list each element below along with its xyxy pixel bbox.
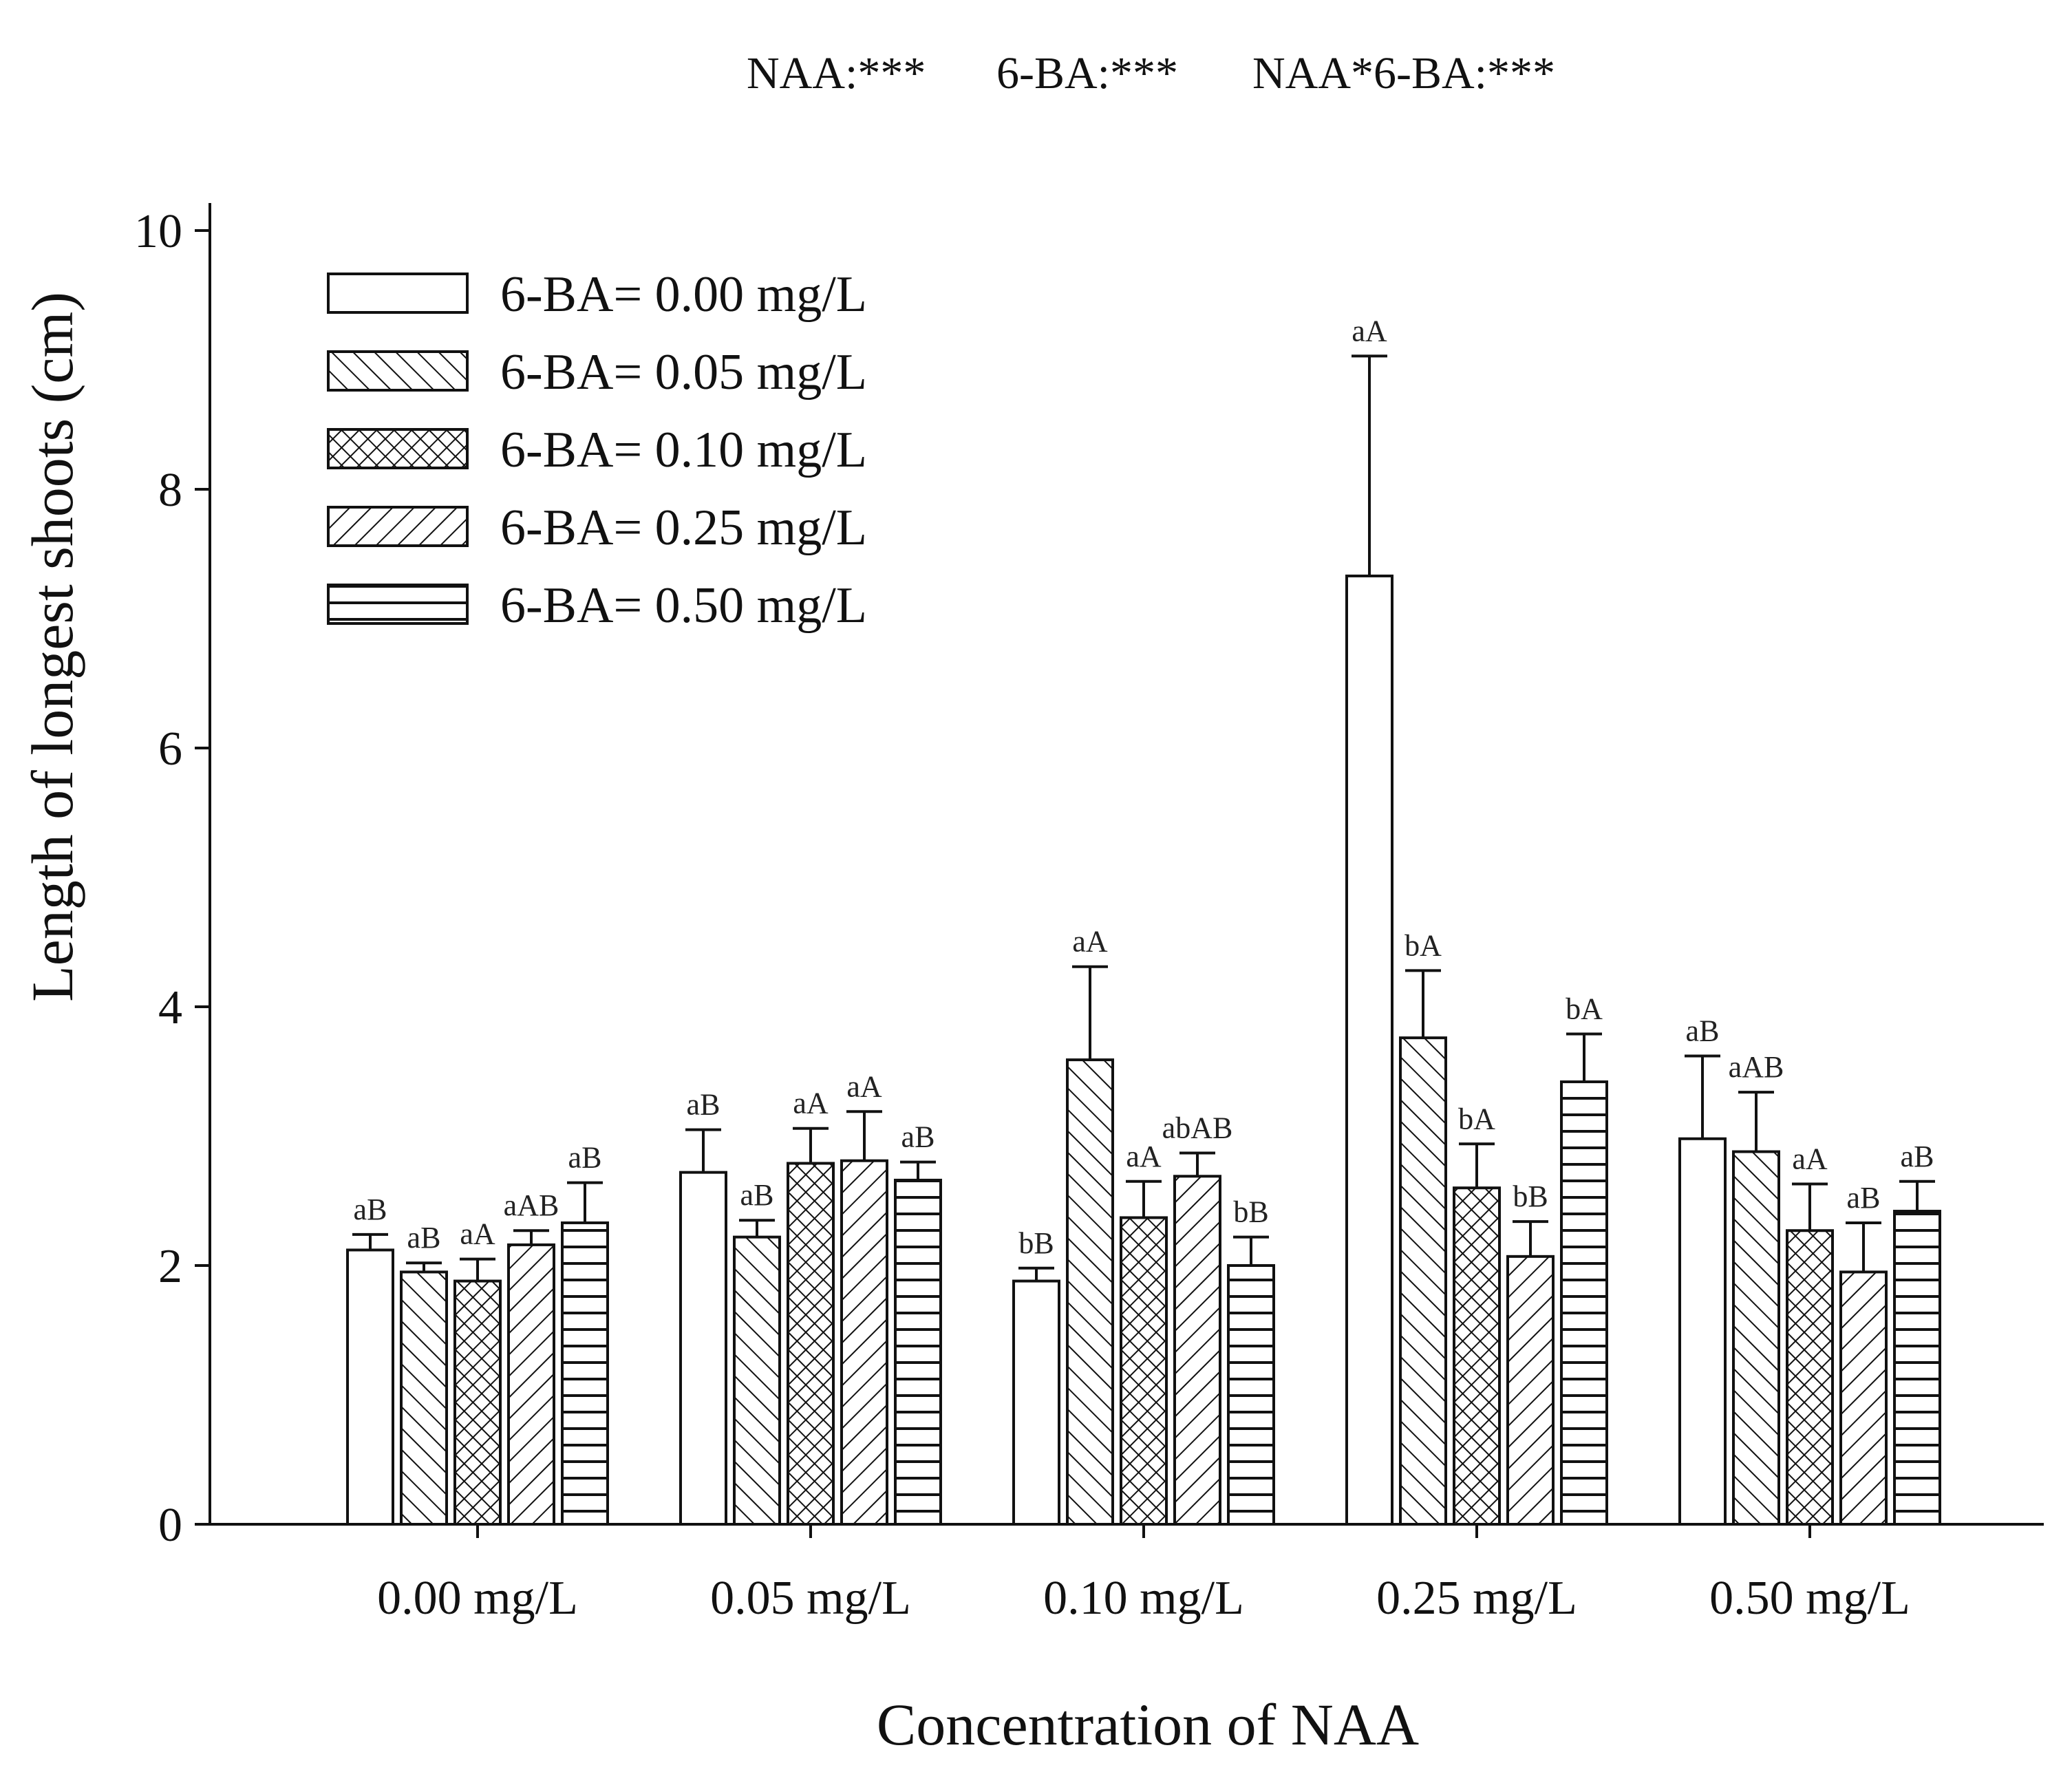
bar-letter-label: aB xyxy=(1847,1181,1881,1215)
legend-swatch xyxy=(327,506,469,547)
bar xyxy=(1227,1264,1275,1526)
x-tick-label: 0.00 mg/L xyxy=(377,1572,578,1625)
stats-6ba: 6-BA:*** xyxy=(996,48,1178,98)
y-tick-label: 10 xyxy=(134,205,182,258)
bar-letter-label: aB xyxy=(354,1193,387,1226)
legend-swatch xyxy=(327,428,469,469)
legend-label: 6-BA= 0.00 mg/L xyxy=(500,266,867,323)
bar xyxy=(1399,1036,1447,1526)
bar xyxy=(1506,1255,1555,1526)
bar-letter-label: aA xyxy=(793,1087,829,1120)
bars xyxy=(346,574,1941,1526)
x-ticks: 0.00 mg/L 0.05 mg/L 0.10 mg/L 0.25 mg/L 0.50… xyxy=(377,1524,1910,1625)
bar-letter-label: aAB xyxy=(1729,1050,1784,1084)
bar-letter-label: aA xyxy=(460,1217,495,1251)
bar xyxy=(1345,574,1393,1526)
y-tick-label: 0 xyxy=(158,1499,182,1552)
bar-letter-label: aA xyxy=(1792,1142,1828,1176)
bar-letter-label: aB xyxy=(1686,1014,1720,1047)
bar xyxy=(1732,1150,1780,1526)
stats-naa: NAA:*** xyxy=(747,48,926,98)
bar-letter-label: aB xyxy=(740,1178,774,1212)
bar xyxy=(346,1248,394,1526)
stats-interaction: NAA*6-BA:*** xyxy=(1252,48,1555,98)
x-tick-label: 0.10 mg/L xyxy=(1043,1572,1244,1625)
bar xyxy=(1786,1229,1834,1526)
bar-letter-label: aAB xyxy=(504,1188,559,1222)
x-tick-label: 0.25 mg/L xyxy=(1376,1572,1577,1625)
bar-letter-label: aA xyxy=(846,1069,882,1103)
bar xyxy=(1893,1210,1941,1526)
error-bars xyxy=(352,354,1935,1281)
bar xyxy=(1012,1279,1060,1526)
bar xyxy=(1066,1058,1114,1526)
bar xyxy=(1678,1137,1727,1526)
bar-letter-label: aB xyxy=(1901,1140,1934,1173)
y-ticks: 0 2 4 6 8 10 xyxy=(134,205,210,1552)
bar xyxy=(1839,1270,1888,1526)
bar xyxy=(1120,1216,1168,1526)
x-tick-label: 0.05 mg/L xyxy=(710,1572,911,1625)
legend-label: 6-BA= 0.50 mg/L xyxy=(500,577,867,634)
bar xyxy=(1560,1080,1608,1526)
legend-label: 6-BA= 0.10 mg/L xyxy=(500,422,867,478)
bar xyxy=(561,1221,609,1526)
legend-label: 6-BA= 0.25 mg/L xyxy=(500,500,867,556)
bar-letter-label: aB xyxy=(568,1141,602,1175)
bar xyxy=(507,1243,555,1526)
bar-letter-label: aB xyxy=(901,1120,935,1154)
bar-letter-label: bB xyxy=(1513,1179,1548,1213)
bar xyxy=(400,1270,448,1526)
y-tick-label: 8 xyxy=(158,464,182,517)
bar-letter-label: aA xyxy=(1126,1140,1162,1173)
y-tick-label: 2 xyxy=(158,1240,182,1293)
bar xyxy=(733,1235,781,1526)
legend: 6-BA= 0.00 mg/L 6-BA= 0.05 mg/L 6-BA= 0.10… xyxy=(327,266,867,634)
bar-letter-label: abAB xyxy=(1162,1111,1233,1144)
bar xyxy=(1453,1186,1501,1526)
y-tick-label: 4 xyxy=(158,981,182,1034)
bar-letter-label: aB xyxy=(407,1221,441,1255)
bar xyxy=(679,1171,727,1526)
bar-letter-label: bB xyxy=(1233,1195,1268,1229)
y-tick-label: 6 xyxy=(158,723,182,776)
bar-letter-label: aA xyxy=(1352,314,1387,348)
bar-letter-label: bA xyxy=(1458,1102,1495,1135)
bar xyxy=(1173,1175,1221,1526)
significance-annotation: NAA:*** 6-BA:*** NAA*6-BA:*** xyxy=(747,48,1555,98)
bar-letter-label: aB xyxy=(687,1088,720,1122)
x-axis-title: Concentration of NAA xyxy=(877,1691,1419,1758)
bar xyxy=(894,1178,942,1526)
bar-letter-label: bA xyxy=(1405,928,1442,962)
bar xyxy=(787,1162,835,1526)
legend-swatch xyxy=(327,350,469,392)
bar xyxy=(840,1159,888,1526)
y-axis-title: Length of longest shoots (cm) xyxy=(19,292,85,1002)
bar xyxy=(453,1279,502,1526)
bar-letter-label: aA xyxy=(1072,925,1108,959)
legend-swatch xyxy=(327,273,469,314)
legend-label: 6-BA= 0.05 mg/L xyxy=(500,344,867,401)
legend-swatch xyxy=(327,584,469,625)
x-tick-label: 0.50 mg/L xyxy=(1709,1572,1910,1625)
bar-letter-label: bA xyxy=(1566,992,1603,1025)
bar-letter-label: bB xyxy=(1018,1226,1054,1260)
